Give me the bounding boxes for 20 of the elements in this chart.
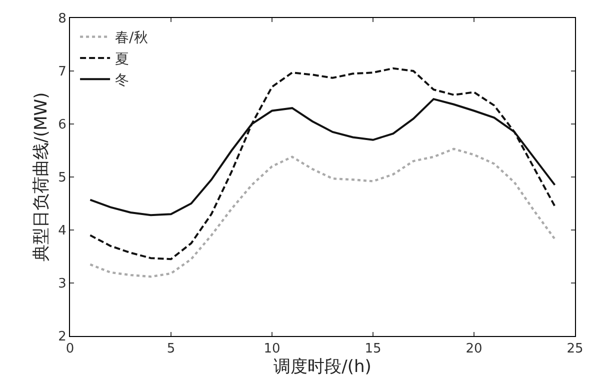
x-tick-label: 5 (166, 342, 176, 357)
y-tick-label: 4 (58, 224, 66, 239)
y-tick-label: 2 (58, 330, 66, 345)
y-axis-title: 典型日负荷曲线/(MW) (32, 92, 52, 262)
x-tick-label: 20 (466, 342, 482, 357)
y-tick-label: 7 (58, 64, 66, 80)
x-tick-label: 25 (566, 342, 584, 357)
legend-label: 夏 (115, 51, 130, 68)
x-tick-label: 15 (364, 342, 382, 357)
legend-label: 春/秋 (115, 30, 148, 46)
x-axis-title: 调度时段/(h) (274, 357, 372, 377)
y-tick-label: 5 (58, 170, 66, 186)
x-tick-label: 0 (66, 342, 74, 357)
y-tick-label: 8 (58, 12, 66, 27)
x-tick-label: 10 (264, 342, 280, 357)
legend-label: 冬 (115, 72, 130, 89)
y-tick-label: 3 (58, 276, 66, 292)
line-series (89, 148, 556, 278)
y-tick-label: 6 (58, 118, 66, 133)
line-series (89, 67, 556, 260)
